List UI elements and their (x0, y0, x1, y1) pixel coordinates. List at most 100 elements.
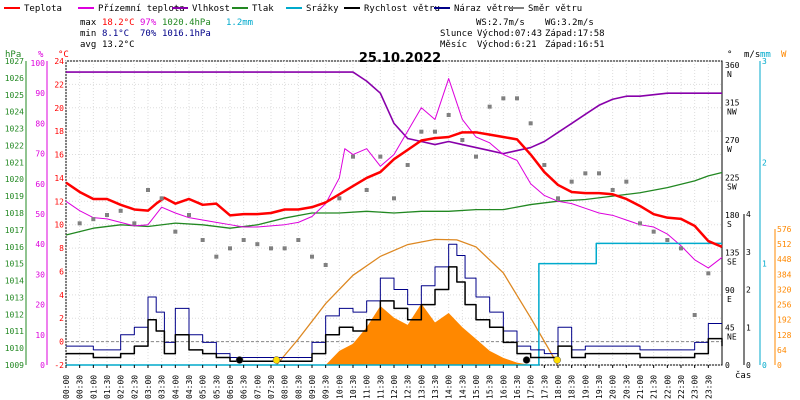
hpa-tick-label: 1009 (5, 361, 24, 370)
info-ws: WS:2.7m/s (476, 18, 525, 28)
dir-tick-label: NW (727, 108, 737, 117)
moonrise-marker (235, 356, 244, 364)
wind-direction-point (542, 163, 547, 167)
wind-direction-point (638, 221, 642, 226)
dir-tick-label: 270 (725, 136, 740, 145)
w-tick-label: 192 (777, 316, 792, 325)
pct-tick-label: 20 (35, 301, 45, 310)
stats-avg-temp: 13.2°C (102, 40, 135, 50)
x-tick-label: 13:30 (431, 375, 440, 399)
unit-time: čas (735, 370, 751, 381)
info-moon-set: Západ:16:51 (545, 40, 605, 50)
x-tick-label: 13:00 (417, 375, 426, 399)
w-tick-label: 512 (777, 240, 792, 249)
pct-tick-label: 40 (35, 240, 45, 249)
sunrise-marker (272, 356, 281, 364)
wind-direction-point (118, 208, 123, 213)
wind-direction-point (159, 196, 164, 201)
series-layer (65, 71, 723, 366)
legend-label-naraz: Náraz větru (454, 4, 514, 14)
c-tick-label: -2 (54, 361, 64, 370)
legend-label-teplota: Teplota (24, 4, 62, 14)
dir-tick-label: NE (727, 333, 737, 342)
c-tick-label: 4 (59, 291, 64, 300)
x-tick-label: 02:00 (117, 375, 126, 399)
hpa-tick-label: 1013 (5, 293, 24, 302)
unit-pct: % (38, 50, 44, 60)
x-tick-label: 03:30 (158, 375, 167, 399)
x-tick-label: 17:00 (527, 375, 536, 399)
series-tlak (65, 171, 723, 236)
w-tick-label: 0 (777, 361, 782, 370)
series-teplota (65, 131, 723, 249)
x-tick-label: 10:00 (335, 375, 344, 399)
wind-direction-point (282, 246, 287, 251)
stats-min-temp: 8.1°C (102, 29, 129, 39)
stats-min-label: min (80, 29, 96, 39)
wind-direction-point (173, 229, 178, 234)
hpa-tick-label: 1025 (5, 91, 24, 100)
dir-tick-label: W (727, 145, 732, 154)
dir-tick-label: 135 (725, 249, 740, 258)
x-tick-label: 16:30 (513, 375, 522, 399)
wind-direction-point (228, 246, 232, 251)
x-tick-label: 19:30 (595, 375, 604, 399)
hpa-tick-label: 1017 (5, 226, 24, 235)
hpa-tick-label: 1018 (5, 209, 24, 218)
wind-direction-point (337, 196, 342, 201)
pct-tick-label: 80 (35, 119, 45, 128)
wind-direction-point (487, 104, 492, 109)
dir-tick-label: 360 (725, 61, 740, 70)
wind-direction-point (706, 271, 711, 276)
wind-direction-point (146, 188, 150, 192)
dir-tick-label: N (727, 70, 732, 79)
hpa-tick-label: 1021 (5, 158, 24, 167)
dir-tick-label: SE (727, 258, 737, 267)
stats-max-rain: 1.2mm (226, 18, 253, 28)
sunset-marker (553, 356, 561, 364)
info-sun-label: Slunce (440, 29, 473, 39)
hpa-tick-label: 1020 (5, 175, 24, 184)
x-tick-label: 10:30 (349, 375, 358, 399)
dir-tick-label: 180 (725, 211, 740, 220)
x-tick-label: 20:00 (609, 375, 618, 399)
unit-deg: ° (727, 50, 732, 60)
x-tick-label: 00:00 (62, 375, 71, 399)
dir-tick-label: 90 (725, 286, 735, 295)
unit-headers: hPa % °C ° m/s mm W čas (5, 50, 787, 381)
pct-tick-label: 70 (35, 150, 45, 159)
pct-tick-label: 50 (35, 210, 45, 219)
unit-mm: mm (760, 50, 771, 60)
wind-direction-point (569, 179, 574, 184)
x-tick-label: 21:00 (636, 375, 645, 399)
mm-tick-label: 3 (762, 57, 767, 66)
hpa-tick-label: 1014 (5, 277, 24, 286)
wind-direction-point (77, 221, 82, 226)
wind-direction-point (583, 171, 588, 176)
wind-direction-point (515, 96, 519, 101)
ms-tick-label: 0 (746, 361, 751, 370)
point-layer (77, 96, 711, 364)
info-moon-rise: Východ:6:21 (477, 40, 537, 50)
w-tick-label: 64 (777, 346, 787, 355)
wind-direction-point (419, 129, 424, 134)
w-tick-label: 320 (777, 285, 792, 294)
c-tick-label: 22 (54, 80, 64, 89)
mm-tick-label: 2 (762, 158, 767, 167)
legend-label-vlhkost: Vlhkost (192, 4, 230, 14)
x-tick-label: 08:30 (294, 375, 303, 399)
x-tick-label: 11:00 (363, 375, 372, 399)
hpa-tick-label: 1027 (5, 57, 24, 66)
legend: Teplota Přízemní teplota Vlhkost Tlak Sr… (4, 4, 582, 14)
wind-direction-point (610, 188, 615, 192)
wind-direction-point (392, 196, 396, 201)
x-tick-label: 22:30 (677, 375, 686, 399)
w-tick-label: 256 (777, 301, 792, 310)
x-tick-label: 14:30 (458, 375, 467, 399)
wind-direction-point (528, 121, 533, 126)
dir-tick-label: 225 (725, 174, 740, 183)
w-tick-label: 576 (777, 225, 792, 234)
x-tick-label: 04:00 (171, 375, 180, 399)
legend-label-smer: Směr větru (528, 4, 582, 14)
